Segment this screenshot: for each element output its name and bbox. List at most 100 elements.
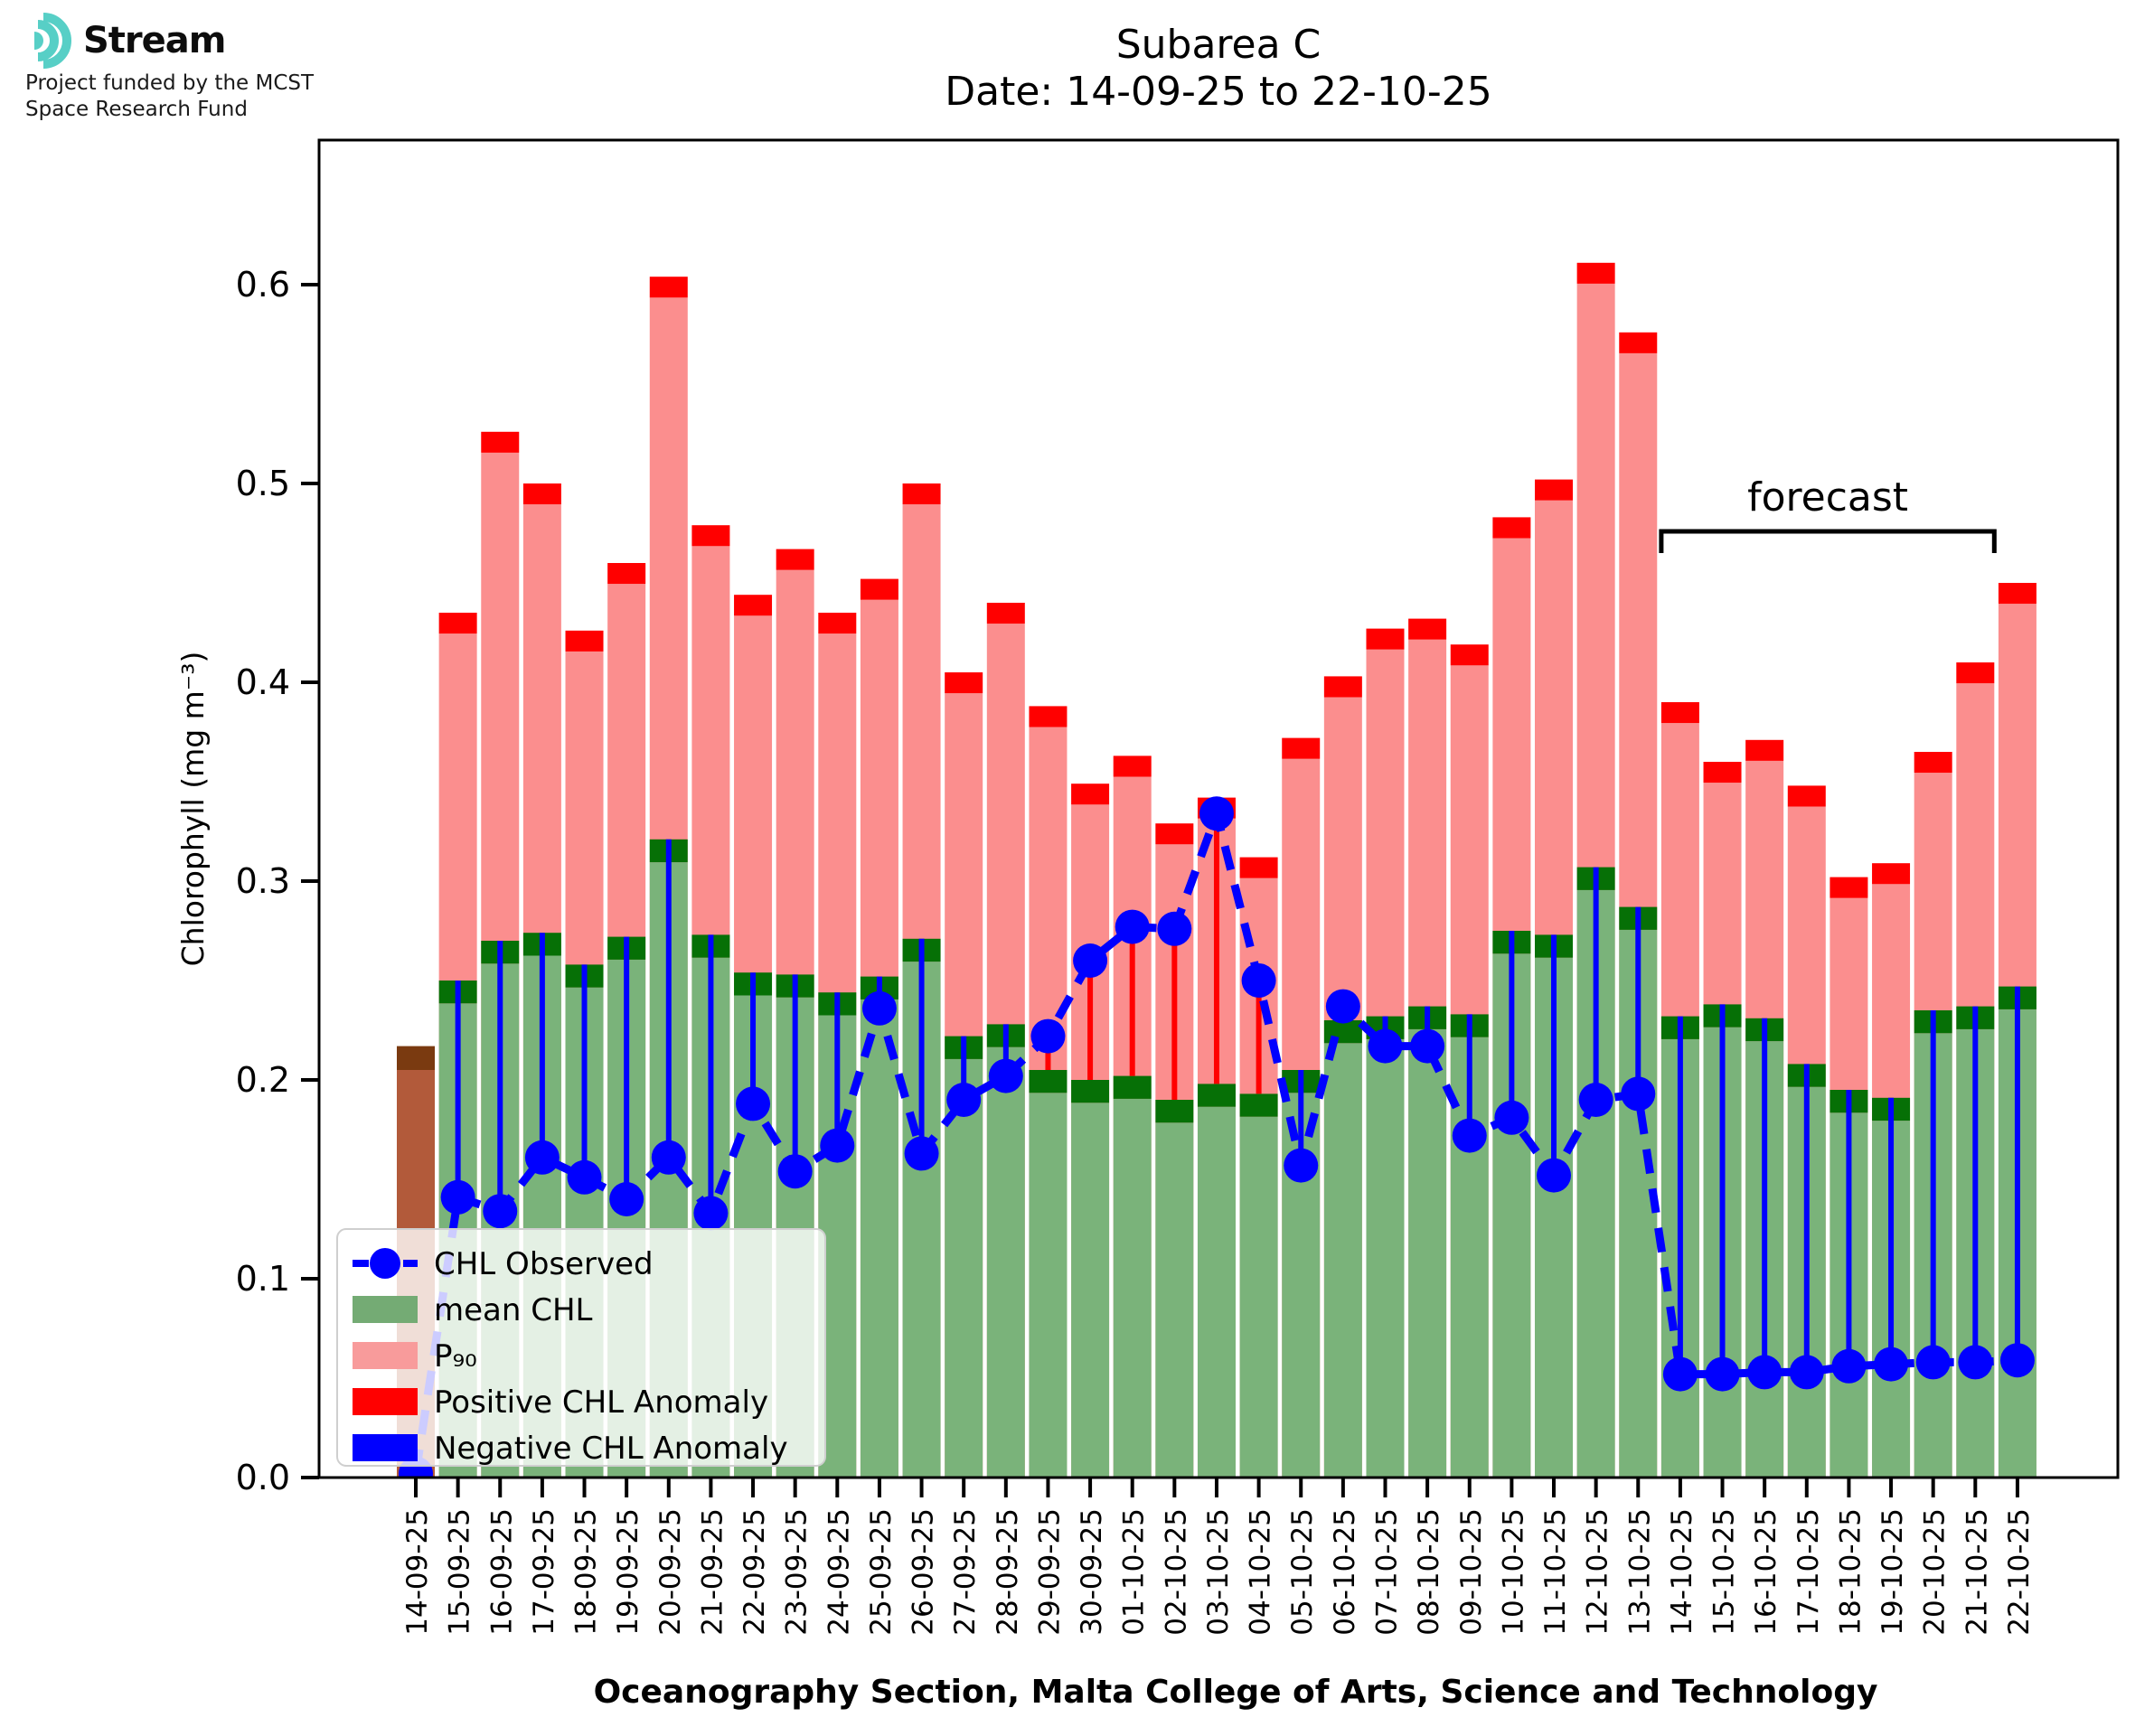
bar-column-06-10-25 [1323,676,1362,1478]
y-tick-label: 0.6 [236,265,290,305]
chl-observed-point [609,1182,644,1216]
x-tick-label: 29-09-25 [1033,1508,1066,1636]
p90-bar-cap [1282,737,1321,759]
x-axis-caption: Oceanography Section, Malta College of A… [593,1674,1878,1711]
chl-observed-point [1199,796,1234,831]
y-tick-label: 0.2 [236,1060,290,1100]
bar-column-08-10-25 [1408,618,1447,1478]
y-tick-label: 0.0 [236,1458,290,1497]
chl-observed-point [861,990,897,1026]
x-tick-label: 07-10-25 [1370,1508,1403,1636]
chl-observed-point [1578,1083,1613,1117]
p90-bar-cap [691,525,730,547]
chl-observed-point [1030,1018,1066,1054]
bar-column-04-10-25 [1239,857,1278,1478]
chl-observed-point [1831,1348,1867,1384]
x-tick-label: 05-10-25 [1286,1508,1319,1636]
chart-title: Subarea C [1115,22,1322,68]
mean-chl-bar [945,1058,983,1478]
mean-chl-bar [1408,1028,1447,1478]
legend-label: Negative CHL Anomaly [434,1431,788,1467]
chl-observed-point [820,1128,855,1163]
x-tick-label: 19-10-25 [1877,1508,1909,1636]
mean-chl-bar [1113,1098,1152,1478]
bar-column-01-10-25 [1113,755,1152,1478]
chl-observed-point [1958,1345,1993,1380]
ripple-waves-icon [34,13,71,69]
chl-observed-point [1705,1356,1740,1392]
p90-bar-cap [1408,618,1447,640]
p90-bar-cap [1071,784,1110,805]
bar-column-11-10-25 [1535,479,1574,1478]
chl-observed-point [651,1140,686,1175]
y-axis-label: Chlorophyll (mg m⁻³) [175,652,211,967]
legend-rect-swatch [353,1434,418,1461]
chl-observed-point [1115,909,1150,944]
chl-observed-point [1747,1355,1782,1390]
y-tick-label: 0.3 [236,861,290,901]
legend-marker-swatch [370,1248,400,1279]
forecast-label: forecast [1747,474,1908,521]
legend-box [336,1228,826,1467]
legend-label: P₉₀ [434,1338,477,1375]
x-tick-label: 26-09-25 [908,1508,940,1636]
p90-bar-cap [1956,662,1995,684]
chl-observed-point [1157,911,1192,946]
legend-rect-swatch [353,1296,418,1323]
x-tick-label: 28-09-25 [992,1508,1024,1636]
chl-observed-point [1999,1343,2035,1378]
x-tick-label: 16-09-25 [485,1508,518,1636]
p90-bar-cap [1323,676,1362,698]
p90-bar-cap [1450,644,1489,666]
p90-bar-cap [1535,479,1574,501]
p90-bar-cap [481,431,520,453]
logo-wordmark: Stream [83,20,226,61]
x-tick-label: 25-09-25 [865,1508,898,1636]
bar-column-07-10-25 [1366,628,1405,1478]
chl-observed-point [1621,1076,1656,1112]
p90-bar-cap [1829,877,1868,898]
y-tick-label: 0.1 [236,1259,290,1299]
chl-observed-point [736,1086,771,1121]
bar-column-26-09-25 [902,483,941,1478]
chl-observed-point [1662,1356,1698,1392]
bar-column-22-10-25 [1998,583,2036,1478]
mean-chl-bar [1197,1106,1236,1478]
chart-title-block: Subarea C Date: 14-09-25 to 22-10-25 [945,22,1492,116]
mean-chl-bar-cap [1071,1080,1110,1103]
x-tick-label: 21-09-25 [696,1508,729,1636]
p90-bar-cap [1703,762,1742,784]
x-axis: 14-09-25 15-09-25 16-09-25 17-09-25 18-09-25… [401,1478,2036,1636]
bar-column-28-09-25 [986,603,1025,1478]
p90-bar-cap [1619,332,1658,353]
bar-column-30-09-25 [1071,784,1110,1478]
chl-observed-point [777,1154,813,1189]
p90-bar-cap [776,549,814,570]
mean-chl-bar-cap [1239,1093,1278,1117]
x-tick-label: 15-10-25 [1708,1508,1741,1636]
mean-chl-bar-cap [1113,1075,1152,1099]
chl-observed-point [1874,1347,1909,1382]
chl-observed-point [1537,1158,1572,1193]
x-tick-label: 08-10-25 [1413,1508,1445,1636]
x-tick-label: 17-09-25 [528,1508,560,1636]
p90-bar-cap [1113,755,1152,777]
chl-observed-point [1073,943,1108,978]
x-tick-label: 16-10-25 [1750,1508,1782,1636]
x-tick-label: 22-10-25 [2003,1508,2036,1636]
chl-observed-point [483,1194,518,1229]
bar-column-10-10-25 [1492,517,1531,1478]
chl-observed-point [1410,1028,1445,1064]
legend-label: mean CHL [434,1292,593,1328]
bar-column-27-09-25 [945,672,983,1478]
legend-rect-swatch [353,1342,418,1369]
x-tick-label: 19-09-25 [612,1508,644,1636]
chl-observed-point [988,1058,1023,1093]
p90-bar-cap [1029,706,1068,727]
x-tick-label: 21-10-25 [1961,1508,1993,1636]
bar-column-05-10-25 [1282,737,1321,1478]
p90-bar-cap [1576,262,1615,284]
bar-column-12-10-25 [1576,262,1615,1478]
